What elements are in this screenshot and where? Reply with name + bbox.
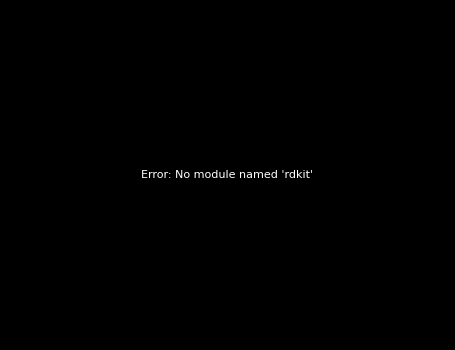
Text: Error: No module named 'rdkit': Error: No module named 'rdkit' <box>142 170 313 180</box>
